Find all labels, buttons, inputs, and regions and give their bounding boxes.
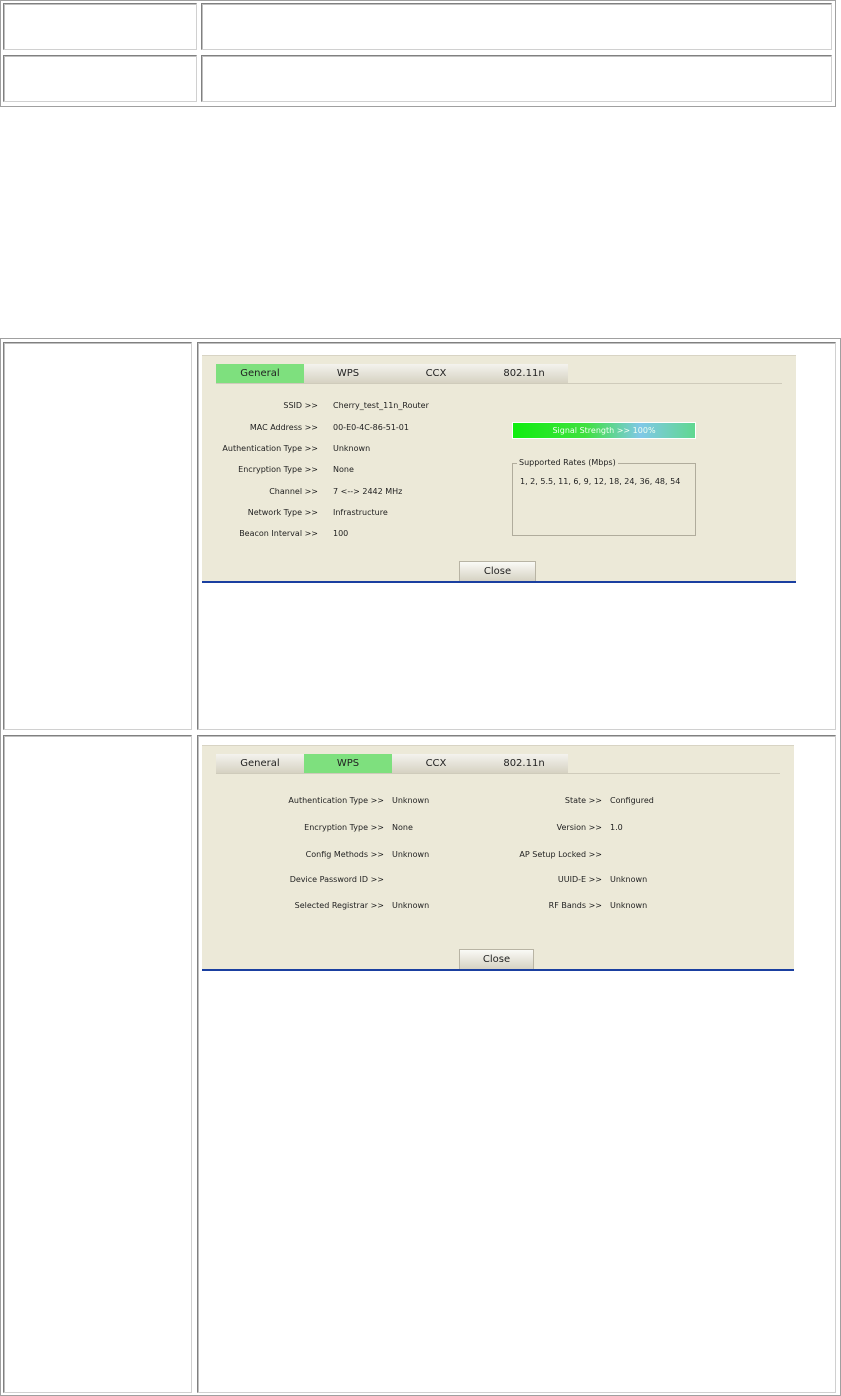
bottom-rule xyxy=(202,581,796,583)
field-value: Unknown xyxy=(610,901,648,910)
field-value: Cherry_test_11n_Router xyxy=(333,401,429,410)
field-value: Unknown xyxy=(392,901,430,910)
field-label: Channel >> xyxy=(269,487,318,496)
field-value: 7 <--> 2442 MHz xyxy=(333,487,403,496)
tab-general[interactable]: General xyxy=(216,754,304,773)
general-info-panel: General WPS CCX 802.11n SSID >> Cherry_test_… xyxy=(202,355,796,583)
supported-rates-value: 1, 2, 5.5, 11, 6, 9, 12, 18, 24, 36, 48,… xyxy=(520,477,681,486)
top-table-cell xyxy=(3,3,197,50)
main-table-cell xyxy=(197,342,836,730)
field-value: 1.0 xyxy=(610,823,623,832)
top-table-cell xyxy=(3,55,197,102)
field-value: Unknown xyxy=(392,796,430,805)
field-label: Selected Registrar >> xyxy=(294,901,384,910)
main-table-cell xyxy=(197,735,836,1393)
field-value: Unknown xyxy=(610,875,648,884)
field-label: Version >> xyxy=(556,823,602,832)
field-value: 100 xyxy=(333,529,349,538)
field-label: RF Bands >> xyxy=(548,901,602,910)
tab-divider xyxy=(216,773,780,774)
tab-bar: General WPS CCX 802.11n xyxy=(216,364,568,383)
field-label: State >> xyxy=(564,796,602,805)
close-button[interactable]: Close xyxy=(459,949,534,971)
tab-general[interactable]: General xyxy=(216,364,304,383)
field-value: Infrastructure xyxy=(333,508,388,517)
field-label: Encryption Type >> xyxy=(238,465,318,474)
top-table xyxy=(0,0,836,107)
field-label: Beacon Interval >> xyxy=(239,529,318,538)
field-label: Config Methods >> xyxy=(305,850,384,859)
field-label: SSID >> xyxy=(283,401,318,410)
tab-divider xyxy=(216,383,782,384)
supported-rates-title: Supported Rates (Mbps) xyxy=(517,458,618,467)
top-table-cell xyxy=(201,3,832,50)
main-table-cell xyxy=(3,342,192,730)
tab-80211n[interactable]: 802.11n xyxy=(480,754,568,773)
field-label: UUID-E >> xyxy=(557,875,602,884)
field-value: Unknown xyxy=(333,444,371,453)
field-label: Encryption Type >> xyxy=(304,823,384,832)
signal-strength-bar: Signal Strength >> 100% xyxy=(512,422,696,439)
tab-ccx[interactable]: CCX xyxy=(392,364,480,383)
tab-80211n[interactable]: 802.11n xyxy=(480,364,568,383)
field-value: None xyxy=(392,823,413,832)
field-label: MAC Address >> xyxy=(249,423,318,432)
tab-ccx[interactable]: CCX xyxy=(392,754,480,773)
supported-rates-group: Supported Rates (Mbps) 1, 2, 5.5, 11, 6,… xyxy=(512,458,696,536)
field-label: Authentication Type >> xyxy=(288,796,384,805)
field-value: Configured xyxy=(610,796,654,805)
close-button[interactable]: Close xyxy=(459,561,536,583)
field-value: None xyxy=(333,465,354,474)
bottom-rule xyxy=(202,969,794,971)
field-value: Unknown xyxy=(392,850,430,859)
main-table-cell xyxy=(3,735,192,1393)
field-label: Authentication Type >> xyxy=(222,444,318,453)
field-label: Network Type >> xyxy=(247,508,318,517)
wps-info-panel: General WPS CCX 802.11n Authentication Type… xyxy=(202,745,794,971)
tab-wps[interactable]: WPS xyxy=(304,754,392,773)
field-label: Device Password ID >> xyxy=(289,875,384,884)
top-table-cell xyxy=(201,55,832,102)
field-value: 00-E0-4C-86-51-01 xyxy=(333,423,409,432)
field-label: AP Setup Locked >> xyxy=(519,850,602,859)
tab-bar: General WPS CCX 802.11n xyxy=(216,754,568,773)
tab-wps[interactable]: WPS xyxy=(304,364,392,383)
